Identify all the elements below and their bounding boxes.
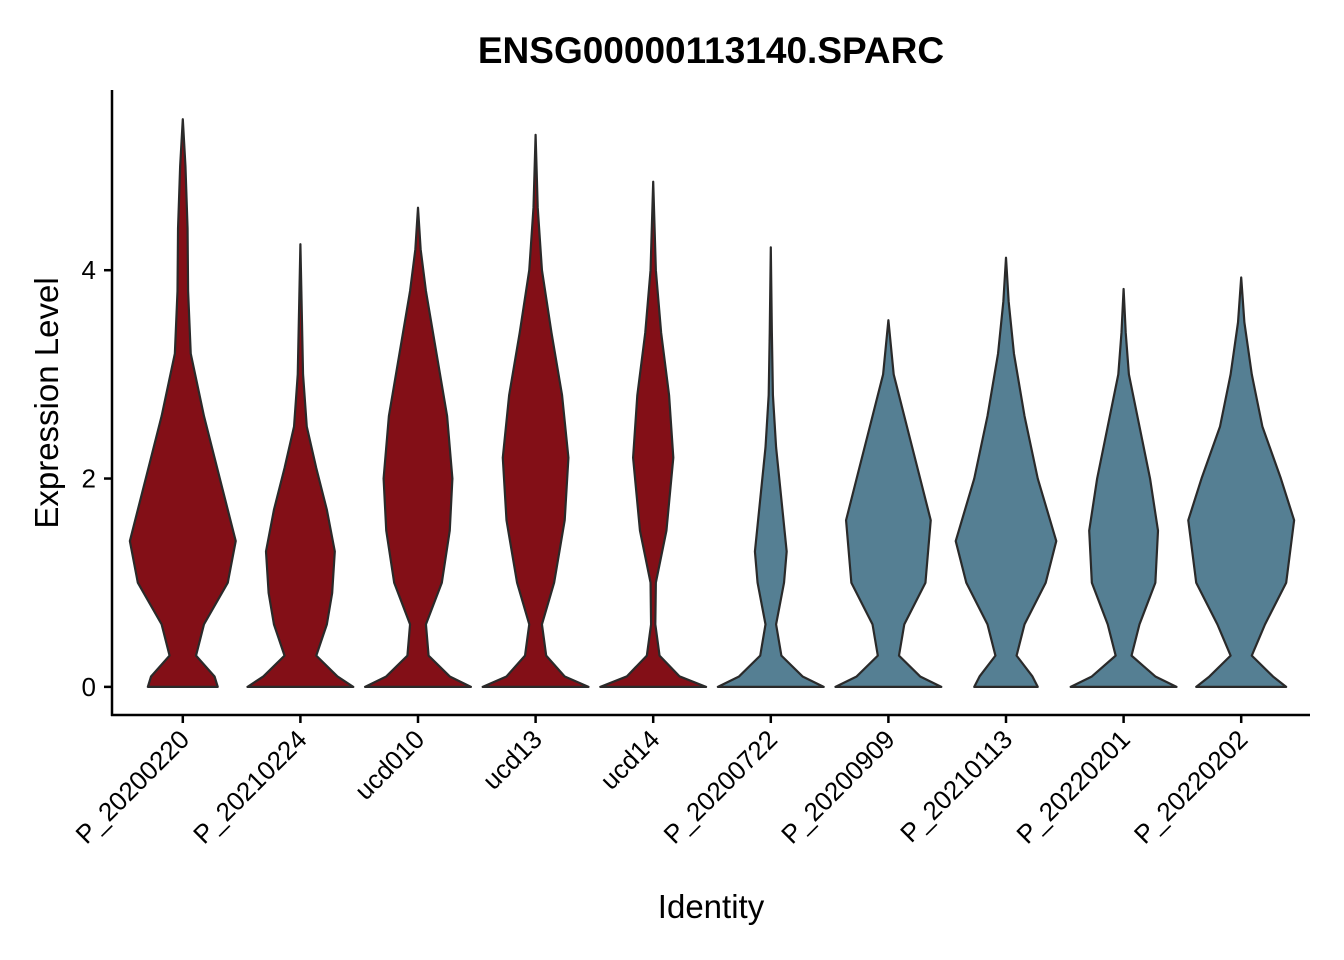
- y-tick-label: 0: [82, 672, 96, 702]
- violin: [246, 243, 355, 688]
- violin: [128, 118, 237, 688]
- x-tick-label: P_20200220: [70, 724, 196, 850]
- x-tick-label: P_20210113: [894, 724, 1018, 848]
- violin: [954, 256, 1058, 688]
- chart-title: ENSG00000113140.SPARC: [478, 30, 944, 71]
- violin: [363, 206, 473, 688]
- x-tick-label: P_20200909: [775, 724, 901, 850]
- x-tick-label: ucd010: [349, 724, 431, 806]
- y-tick-label: 4: [82, 255, 96, 285]
- x-tick-label: ucd14: [594, 724, 665, 795]
- x-axis-title: Identity: [658, 888, 765, 925]
- violin: [716, 246, 825, 688]
- violin: [834, 319, 943, 688]
- violin: [1069, 287, 1178, 688]
- y-tick-label: 2: [82, 464, 96, 494]
- x-tick-label: P_20210224: [187, 724, 313, 850]
- violin: [1187, 276, 1296, 688]
- violin: [599, 180, 708, 688]
- x-tick-label: ucd13: [477, 724, 548, 795]
- violin: [481, 133, 590, 688]
- x-tick-label: P_20200722: [658, 724, 784, 850]
- x-tick-label: P_20220202: [1128, 724, 1254, 850]
- y-axis-title: Expression Level: [28, 277, 65, 528]
- x-tick-label: P_20220201: [1010, 724, 1136, 850]
